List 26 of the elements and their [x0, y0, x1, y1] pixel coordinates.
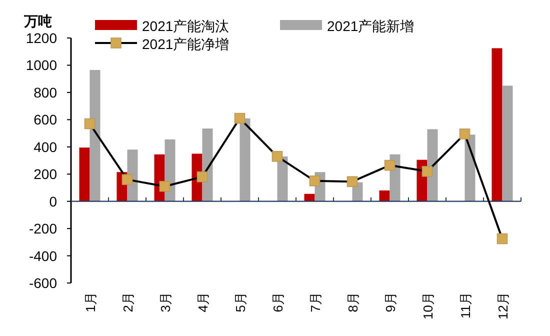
x-tick-label: 4月	[195, 292, 210, 312]
y-tick-label: -600	[28, 275, 58, 291]
y-tick-label: 400	[34, 138, 58, 155]
legend-label: 2021产能净增	[142, 36, 230, 52]
y-tick-label: 1200	[26, 30, 58, 46]
x-tick-label: 7月	[308, 292, 323, 312]
x-tick-label: 6月	[270, 292, 286, 312]
x-tick-label: 12月	[495, 292, 510, 320]
y-tick-label: 1000	[26, 57, 58, 74]
y-axis-title: 万吨	[23, 13, 52, 29]
x-tick-label: 1月	[82, 292, 98, 312]
y-tick-label: 200	[34, 166, 58, 182]
legend-label: 2021产能新增	[327, 18, 414, 34]
y-tick-label: -400	[28, 248, 58, 264]
x-tick-label: 11月	[458, 292, 473, 318]
x-tick-label: 2月	[120, 292, 136, 312]
legend-label: 2021产能淘汰	[142, 18, 230, 34]
x-tick-label: 8月	[345, 292, 360, 312]
x-tick-label: 3月	[158, 292, 173, 312]
y-tick-label: 600	[34, 112, 58, 128]
y-tick-label: 0	[49, 193, 58, 210]
x-tick-label: 5月	[232, 292, 248, 312]
x-tick-label: 10月	[420, 292, 436, 320]
x-tick-label: 9月	[382, 292, 398, 312]
y-tick-label: 800	[34, 84, 58, 100]
y-tick-label: -200	[28, 220, 58, 237]
